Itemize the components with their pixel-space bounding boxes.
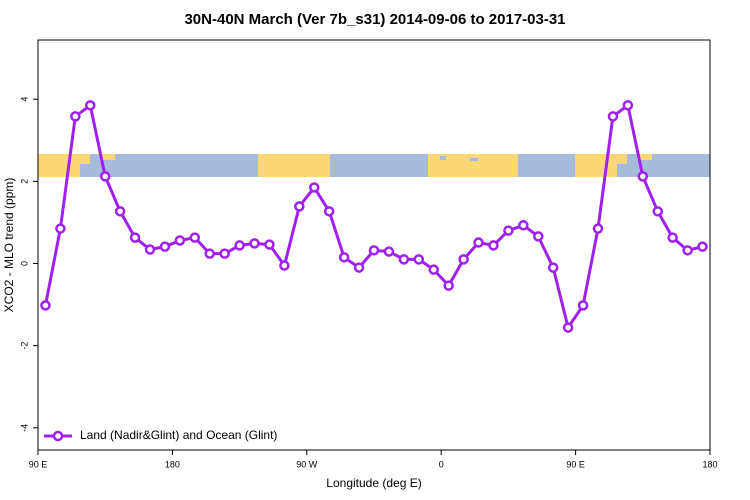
data-point [667,232,678,243]
data-point [159,241,171,252]
x-tick-label: 180 [165,459,180,469]
data-point [503,225,514,236]
data-point [562,322,574,333]
chart-title: 30N-40N March (Ver 7b_s31) 2014-09-06 to… [184,11,565,28]
data-point [99,171,111,182]
x-tick-label: 0 [439,459,444,469]
data-point [85,100,96,111]
data-point [518,220,529,231]
data-point [547,262,559,273]
land-ocean-band [38,154,710,177]
data-point [488,240,499,251]
x-axis-label: Longitude (deg E) [326,476,421,490]
data-point [622,100,634,111]
data-point [398,254,410,265]
data-point [682,245,693,256]
data-point [40,300,51,311]
data-point [458,254,469,265]
data-point [189,232,201,243]
data-point [114,206,126,217]
data-point [129,232,141,243]
data-point [264,239,275,250]
x-tick-label: 90 E [29,459,48,469]
y-tick-label: -2 [19,342,29,350]
data-point [234,240,245,251]
y-tick-label: 0 [19,261,29,266]
data-point [607,111,619,122]
data-point [353,262,365,273]
plot-frame [37,39,711,451]
data-point [413,254,425,265]
data-point [249,238,260,249]
y-axis-label: XCO2 - MLO trend (ppm) [2,178,16,313]
data-point [70,111,81,122]
series-line [43,102,703,332]
data-point [368,245,380,256]
data-point [652,206,663,217]
data-point [279,260,290,271]
data-point [697,241,708,252]
data-point [383,246,395,257]
data-point [323,206,335,217]
legend-label: Land (Nadir&Glint) and Ocean (Glint) [80,428,277,442]
data-point [294,201,305,212]
data-point [144,244,156,255]
x-tick-label: 180 [702,459,717,469]
data-point [55,223,66,234]
data-point [174,235,186,246]
x-tick-label: 90 W [296,459,318,469]
data-point [443,280,454,291]
data-point [204,248,215,259]
data-point [533,231,544,242]
data-point [637,171,649,182]
data-point [338,252,350,263]
y-tick-label: -4 [19,424,29,432]
x-tick-label: 90 E [566,459,585,469]
data-point [309,182,320,193]
data-point [577,300,589,311]
data-point [219,248,230,259]
y-tick-label: 2 [19,179,29,184]
y-tick-label: 4 [19,97,29,102]
data-point [428,264,439,275]
data-point [592,223,604,234]
legend-marker [52,430,64,442]
data-point [473,237,484,248]
